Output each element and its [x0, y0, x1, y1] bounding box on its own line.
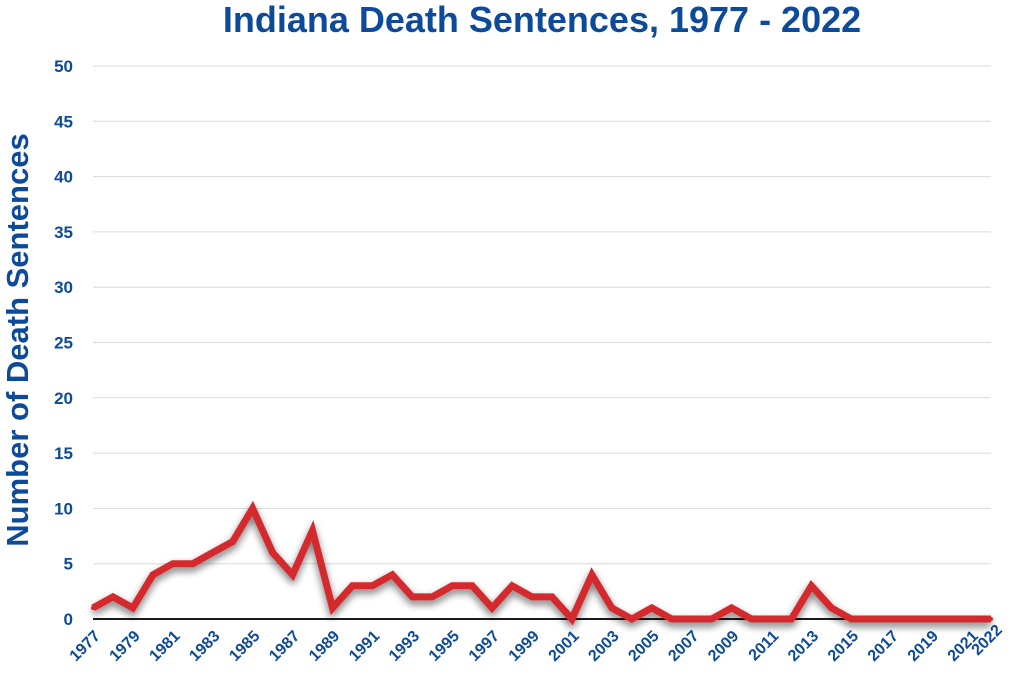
data-point — [849, 617, 854, 621]
y-tick-label: 25 — [54, 334, 73, 353]
data-point — [749, 617, 754, 621]
x-tick-label: 2019 — [905, 628, 942, 665]
x-tick-label: 1983 — [186, 628, 223, 665]
x-tick-label: 1985 — [226, 628, 263, 665]
x-tick-label: 1981 — [146, 628, 183, 665]
data-point — [230, 539, 235, 544]
data-point — [190, 561, 195, 566]
data-point — [310, 528, 315, 533]
y-tick-label: 30 — [54, 278, 73, 297]
data-point — [430, 594, 435, 599]
y-tick-label: 5 — [64, 555, 73, 574]
y-tick-label: 50 — [54, 57, 73, 76]
x-tick-label: 2007 — [665, 628, 702, 665]
x-tick-label: 2005 — [625, 628, 662, 665]
x-tick-label: 2001 — [546, 628, 583, 665]
gridlines — [93, 65, 991, 565]
y-tick-label: 35 — [54, 223, 73, 242]
data-point — [490, 605, 495, 610]
data-point — [150, 572, 155, 577]
x-tick-label: 1997 — [466, 628, 503, 665]
x-tick-label: 1979 — [107, 628, 144, 665]
x-tick-label: 2013 — [785, 628, 822, 665]
data-point — [969, 617, 974, 621]
x-tick-label: 2017 — [865, 628, 902, 665]
x-tick-label: 1993 — [386, 628, 423, 665]
y-tick-label: 20 — [54, 389, 73, 408]
data-point — [949, 617, 954, 621]
x-tick-label: 2009 — [705, 628, 742, 665]
data-point — [530, 594, 535, 599]
chart-title: Indiana Death Sentences, 1977 - 2022 — [223, 0, 861, 40]
data-point — [91, 605, 95, 610]
data-point — [789, 617, 794, 621]
data-point — [869, 617, 874, 621]
data-point — [989, 617, 993, 621]
y-tick-label: 40 — [54, 168, 73, 187]
data-point — [450, 583, 455, 588]
data-point — [909, 617, 914, 621]
data-point — [210, 550, 215, 555]
data-point — [609, 605, 614, 610]
data-point — [390, 572, 395, 577]
x-tick-label: 1987 — [266, 628, 303, 665]
data-point — [809, 583, 814, 588]
data-point — [110, 594, 115, 599]
series-layer — [91, 500, 993, 626]
data-point — [510, 583, 515, 588]
y-tick-labels: 0 5 10 15 20 25 30 35 40 45 50 — [54, 57, 73, 629]
data-point — [929, 617, 934, 621]
x-tick-label: 1991 — [346, 628, 383, 665]
y-tick-label: 45 — [54, 112, 73, 131]
data-point — [769, 617, 774, 621]
data-point — [669, 617, 674, 621]
data-point — [829, 605, 834, 610]
data-point — [629, 617, 634, 621]
data-point — [689, 617, 694, 621]
data-point — [649, 605, 654, 610]
x-tick-label: 1999 — [506, 628, 543, 665]
data-point — [729, 605, 734, 610]
x-tick-label: 1995 — [426, 628, 463, 665]
data-point — [330, 605, 335, 610]
data-point — [370, 583, 375, 588]
series-line — [91, 500, 991, 626]
y-tick-label: 15 — [54, 444, 73, 463]
x-tick-labels: 1977 1979 1981 1983 1985 1987 1989 1991 1993 1995… — [67, 622, 1006, 665]
data-point — [889, 617, 894, 621]
data-point — [549, 594, 554, 599]
x-tick-label: 2011 — [746, 628, 783, 665]
y-tick-label: 0 — [64, 610, 73, 629]
data-point — [410, 594, 415, 599]
data-point — [350, 583, 355, 588]
data-point — [589, 572, 594, 577]
data-point — [130, 605, 135, 610]
x-tick-label: 2015 — [825, 628, 862, 665]
data-point — [470, 583, 475, 588]
y-tick-label: 10 — [54, 499, 73, 518]
x-tick-label: 2022 — [969, 622, 1006, 659]
x-tick-label: 1977 — [67, 628, 104, 665]
y-axis-label: Number of Death Sentences — [0, 133, 35, 546]
data-point — [170, 561, 175, 566]
data-point — [250, 506, 255, 511]
data-point — [709, 617, 714, 621]
data-point — [290, 572, 295, 577]
data-point — [270, 550, 275, 555]
data-point — [569, 617, 574, 621]
x-tick-label: 2003 — [585, 628, 622, 665]
x-tick-label: 1989 — [306, 628, 343, 665]
